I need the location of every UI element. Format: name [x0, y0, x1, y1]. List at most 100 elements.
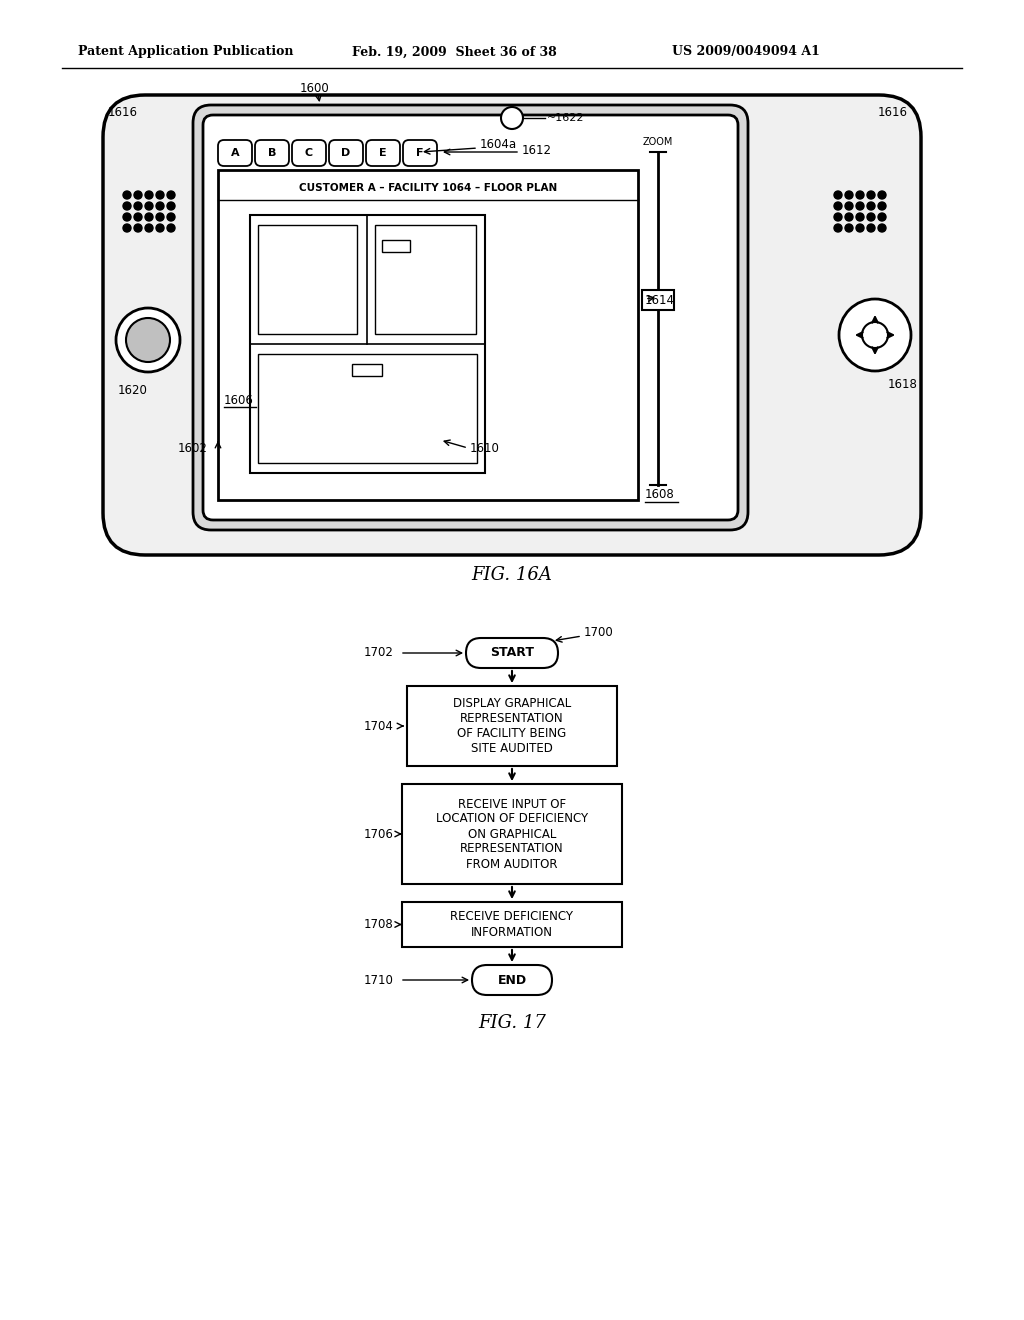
Bar [218, 170, 638, 500]
Circle shape [878, 202, 886, 210]
Circle shape [123, 191, 131, 199]
Circle shape [878, 191, 886, 199]
Circle shape [145, 213, 153, 220]
Circle shape [167, 191, 175, 199]
Bar [250, 215, 485, 473]
Bar [258, 354, 477, 463]
Bar [402, 784, 622, 884]
Text: 1710: 1710 [364, 974, 394, 986]
FancyBboxPatch shape [472, 965, 552, 995]
FancyBboxPatch shape [103, 95, 921, 554]
Text: B: B [268, 148, 276, 158]
Text: 1600: 1600 [300, 82, 330, 95]
Text: 1704: 1704 [364, 719, 394, 733]
Text: 1606: 1606 [224, 393, 254, 407]
Circle shape [867, 213, 874, 220]
Circle shape [145, 224, 153, 232]
Text: 1612: 1612 [522, 144, 552, 157]
Circle shape [156, 202, 164, 210]
Circle shape [867, 191, 874, 199]
Circle shape [834, 213, 842, 220]
FancyBboxPatch shape [218, 140, 252, 166]
Text: 1604a: 1604a [480, 139, 517, 152]
Circle shape [867, 224, 874, 232]
Text: 1618: 1618 [888, 379, 918, 392]
Text: 1706: 1706 [364, 828, 394, 841]
FancyBboxPatch shape [193, 106, 748, 531]
Circle shape [145, 202, 153, 210]
Circle shape [856, 191, 864, 199]
Circle shape [126, 318, 170, 362]
Circle shape [501, 107, 523, 129]
Text: F: F [416, 148, 424, 158]
Circle shape [116, 308, 180, 372]
Circle shape [845, 191, 853, 199]
Circle shape [834, 224, 842, 232]
FancyBboxPatch shape [203, 115, 738, 520]
FancyBboxPatch shape [255, 140, 289, 166]
Text: 1614: 1614 [645, 293, 675, 306]
Circle shape [839, 300, 911, 371]
FancyBboxPatch shape [366, 140, 400, 166]
Bar [407, 686, 617, 766]
Text: 1616: 1616 [878, 106, 908, 119]
Text: US 2009/0049094 A1: US 2009/0049094 A1 [672, 45, 820, 58]
Circle shape [145, 191, 153, 199]
Text: 1608: 1608 [645, 488, 675, 502]
Bar [375, 224, 476, 334]
Bar [402, 902, 622, 946]
Circle shape [834, 191, 842, 199]
Circle shape [167, 202, 175, 210]
Circle shape [845, 202, 853, 210]
Circle shape [156, 191, 164, 199]
Text: 1610: 1610 [470, 441, 500, 454]
Text: RECEIVE DEFICIENCY
INFORMATION: RECEIVE DEFICIENCY INFORMATION [451, 911, 573, 939]
Circle shape [123, 202, 131, 210]
Text: END: END [498, 974, 526, 986]
Circle shape [134, 202, 142, 210]
FancyBboxPatch shape [403, 140, 437, 166]
Circle shape [123, 213, 131, 220]
Text: Feb. 19, 2009  Sheet 36 of 38: Feb. 19, 2009 Sheet 36 of 38 [352, 45, 557, 58]
Text: DISPLAY GRAPHICAL
REPRESENTATION
OF FACILITY BEING
SITE AUDITED: DISPLAY GRAPHICAL REPRESENTATION OF FACI… [453, 697, 571, 755]
Circle shape [834, 202, 842, 210]
Circle shape [134, 191, 142, 199]
Bar [352, 364, 382, 376]
Circle shape [845, 224, 853, 232]
Circle shape [856, 224, 864, 232]
Text: START: START [490, 647, 534, 660]
Bar [382, 240, 410, 252]
Circle shape [156, 213, 164, 220]
Text: 1602: 1602 [178, 441, 208, 454]
Text: 1708: 1708 [364, 917, 394, 931]
Circle shape [156, 224, 164, 232]
Circle shape [167, 224, 175, 232]
Text: D: D [341, 148, 350, 158]
Text: FIG. 17: FIG. 17 [478, 1014, 546, 1032]
Text: A: A [230, 148, 240, 158]
FancyBboxPatch shape [466, 638, 558, 668]
Text: Patent Application Publication: Patent Application Publication [78, 45, 294, 58]
Circle shape [856, 213, 864, 220]
Circle shape [867, 202, 874, 210]
Text: RECEIVE INPUT OF
LOCATION OF DEFICIENCY
ON GRAPHICAL
REPRESENTATION
FROM AUDITOR: RECEIVE INPUT OF LOCATION OF DEFICIENCY … [436, 797, 588, 870]
FancyBboxPatch shape [329, 140, 362, 166]
Circle shape [134, 213, 142, 220]
Circle shape [878, 224, 886, 232]
FancyBboxPatch shape [292, 140, 326, 166]
Bar [642, 290, 674, 310]
Circle shape [167, 213, 175, 220]
Circle shape [134, 224, 142, 232]
Circle shape [845, 213, 853, 220]
Text: 1616: 1616 [108, 106, 138, 119]
Text: ~1622: ~1622 [547, 114, 585, 123]
Text: C: C [305, 148, 313, 158]
Bar [258, 224, 357, 334]
Circle shape [862, 322, 888, 348]
Circle shape [878, 213, 886, 220]
Text: E: E [379, 148, 387, 158]
Text: CUSTOMER A – FACILITY 1064 – FLOOR PLAN: CUSTOMER A – FACILITY 1064 – FLOOR PLAN [299, 183, 557, 193]
Text: 1700: 1700 [584, 627, 613, 639]
Text: 1620: 1620 [118, 384, 147, 396]
Circle shape [123, 224, 131, 232]
